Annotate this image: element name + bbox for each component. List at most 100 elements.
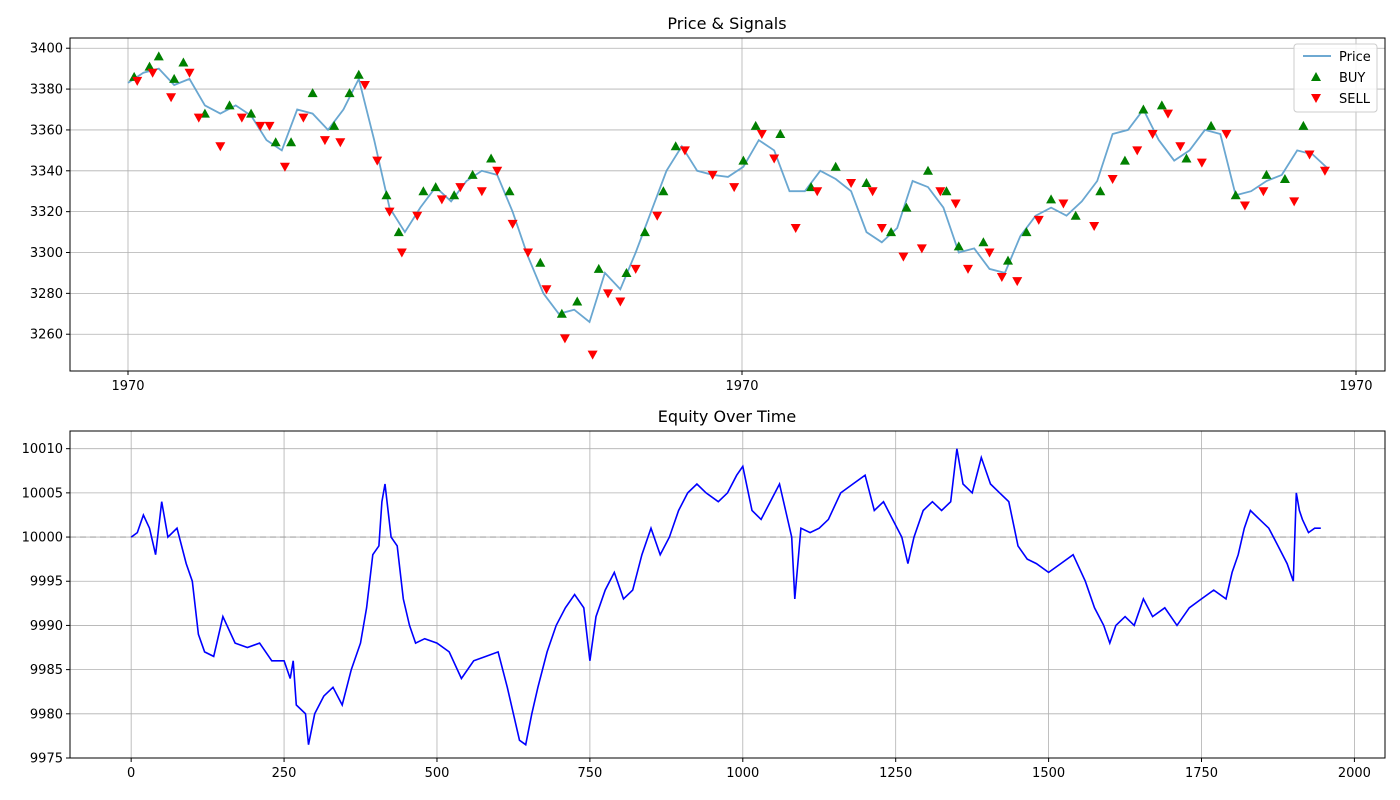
buy-marker-54 [1279,173,1290,183]
buy-marker-24 [572,296,583,306]
buy-marker-28 [658,186,669,196]
equity-x-axis: 0 250 500 750 1000 1250 1500 1750 2000 [127,758,1371,781]
sell-marker-42 [916,244,927,254]
buy-marker-55 [1298,120,1309,130]
sell-marker-21 [492,166,503,176]
sell-marker-11 [319,136,330,146]
buy-marker-22 [535,257,546,267]
sell-marker-13 [359,80,370,90]
buy-marker-46 [1095,186,1106,196]
sell-marker-8 [264,121,275,131]
sell-marker-27 [603,289,613,299]
sell-marker-25 [559,334,570,344]
buy-marker-49 [1156,100,1167,110]
sell-marker-57 [1196,158,1207,168]
sell-marker-23 [523,248,533,258]
sell-marker-1 [147,68,158,78]
sell-marker-40 [876,223,887,233]
buy-marker-7 [246,108,257,118]
equity-ytick-label-9980: 9980 [30,707,63,722]
equity-xtick-label-1750: 1750 [1185,766,1218,781]
equity-chart-grid [70,431,1385,759]
equity-xtick-label-0: 0 [127,766,135,781]
sell-marker-34 [756,130,767,140]
sell-marker-47 [996,273,1007,283]
buy-marker-44 [1046,194,1057,204]
sell-marker-38 [846,179,857,189]
buy-marker-14 [381,190,392,200]
sell-marker-56 [1175,142,1186,152]
sell-marker-22 [507,219,518,229]
sell-marker-37 [812,187,823,197]
sell-marker-30 [652,211,663,221]
price-ytick-label-3280: 3280 [30,287,63,302]
buy-marker-18 [449,190,460,200]
buy-marker-8 [270,137,281,147]
buy-marker-11 [329,120,340,130]
sell-marker-36 [790,223,801,233]
buy-marker-23 [556,308,567,318]
buy-marker-53 [1261,169,1272,179]
equity-chart-title: Equity Over Time [658,407,796,426]
sell-marker-10 [298,113,309,123]
sell-marker-46 [984,248,995,258]
buy-marker-4 [178,57,189,67]
sell-marker-6 [236,113,247,123]
equity-ytick-label-10005: 10005 [22,486,63,501]
equity-xtick-label-1500: 1500 [1032,766,1065,781]
equity-xtick-label-250: 250 [272,766,297,781]
equity-ytick-label-10010: 10010 [22,442,63,457]
buy-marker-10 [307,88,318,98]
sell-marker-15 [384,207,395,217]
equity-line-series [130,448,1321,747]
legend-sell-label: SELL [1339,92,1371,107]
buy-marker-3 [169,73,180,83]
sell-marker-39 [867,187,878,197]
equity-chart: Equity Over Time 9975 9980 9985 9990 9995 100… [22,407,1386,781]
buy-marker-42 [1003,255,1013,265]
legend-buy-swatch [1311,72,1321,81]
sell-marker-16 [396,248,407,258]
sell-marker-5 [215,142,226,152]
equity-xtick-label-750: 750 [577,766,602,781]
price-xtick-label-2: 1970 [1339,379,1372,394]
sell-marker-41 [898,252,909,262]
buy-marker-37 [901,202,912,212]
sell-marker-31 [679,146,690,156]
buy-marker-31 [750,120,761,130]
buy-signal-markers [129,51,1309,318]
sell-marker-12 [335,138,346,148]
sell-marker-61 [1289,197,1300,207]
buy-marker-32 [775,129,786,139]
buy-marker-45 [1070,210,1081,220]
price-ytick-label-3360: 3360 [30,123,63,138]
price-xtick-label-0: 1970 [111,379,144,394]
equity-ytick-label-10000: 10000 [22,531,63,546]
sell-marker-7 [255,121,266,131]
sell-marker-53 [1132,146,1143,156]
price-line [127,67,1329,324]
sell-marker-33 [729,183,740,193]
price-line-series [127,67,1329,324]
price-xtick-label-1: 1970 [725,379,758,394]
buy-marker-9 [286,137,297,147]
sell-marker-26 [587,350,598,360]
equity-xtick-label-2000: 2000 [1338,766,1371,781]
sell-marker-32 [707,170,718,180]
buy-marker-36 [886,227,897,237]
equity-line [130,448,1321,747]
equity-ytick-label-9995: 9995 [30,575,63,590]
buy-marker-25 [593,263,604,273]
sell-marker-24 [541,285,552,295]
buy-marker-12 [344,88,355,98]
sell-marker-17 [412,211,423,221]
price-ytick-label-3380: 3380 [30,83,63,98]
equity-xtick-label-1250: 1250 [879,766,912,781]
buy-marker-1 [144,61,155,71]
price-ytick-label-3260: 3260 [30,328,63,343]
buy-marker-17 [430,182,441,192]
buy-marker-30 [738,155,749,165]
sell-marker-45 [963,264,973,274]
buy-marker-13 [353,69,364,79]
sell-marker-63 [1319,166,1330,176]
